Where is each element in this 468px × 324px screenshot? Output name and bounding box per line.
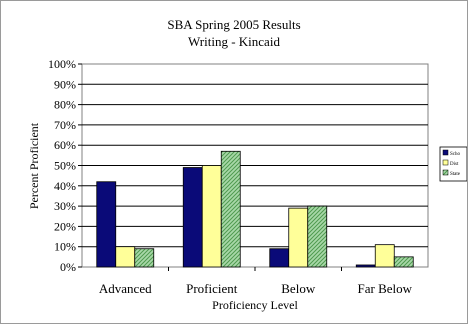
legend: Scho Dist State bbox=[439, 146, 467, 182]
x-axis-ticks: Advanced Proficient Below Far Below bbox=[99, 267, 413, 296]
y-tick-label: 80% bbox=[54, 98, 76, 112]
y-tick-label: 40% bbox=[54, 179, 76, 193]
y-tick-label: 90% bbox=[54, 77, 76, 91]
grid-lines bbox=[82, 83, 428, 248]
y-tick-label: 60% bbox=[54, 138, 76, 152]
bar bbox=[269, 248, 290, 268]
legend-label: State bbox=[450, 172, 461, 177]
y-tick-label: 100% bbox=[48, 57, 76, 71]
legend-label: Scho bbox=[450, 152, 461, 157]
legend-swatch bbox=[442, 169, 449, 176]
legend-label: Dist bbox=[450, 162, 459, 167]
x-tick-label: Far Below bbox=[357, 281, 412, 296]
bar bbox=[393, 256, 414, 268]
bar bbox=[220, 150, 241, 268]
bar bbox=[355, 264, 376, 268]
bar bbox=[288, 207, 309, 268]
bars bbox=[96, 150, 414, 268]
bar bbox=[374, 244, 395, 268]
y-tick-label: 50% bbox=[54, 159, 76, 173]
y-tick-label: 30% bbox=[54, 199, 76, 213]
chart-subtitle: Writing - Kincaid bbox=[188, 34, 280, 49]
y-axis-ticks: 0% 10% 20% 30% 40% 50% 60% 70% 80% 90% 100% bbox=[48, 57, 82, 274]
x-axis-label: Proficiency Level bbox=[212, 298, 298, 312]
x-tick-label: Advanced bbox=[99, 281, 152, 296]
legend-swatch bbox=[442, 159, 449, 166]
bar bbox=[115, 246, 136, 268]
bar bbox=[182, 167, 203, 268]
x-tick-label: Below bbox=[281, 281, 316, 296]
chart-title: SBA Spring 2005 Results bbox=[167, 17, 300, 32]
y-axis-label: Percent Proficient bbox=[27, 122, 41, 209]
bar bbox=[201, 165, 222, 268]
y-tick-label: 20% bbox=[54, 219, 76, 233]
y-tick-label: 0% bbox=[60, 260, 76, 274]
bar bbox=[134, 248, 155, 268]
y-tick-label: 70% bbox=[54, 118, 76, 132]
x-tick-label: Proficient bbox=[186, 281, 238, 296]
bar bbox=[307, 205, 328, 268]
y-tick-label: 10% bbox=[54, 240, 76, 254]
legend-swatch bbox=[442, 149, 449, 156]
bar bbox=[96, 181, 117, 268]
